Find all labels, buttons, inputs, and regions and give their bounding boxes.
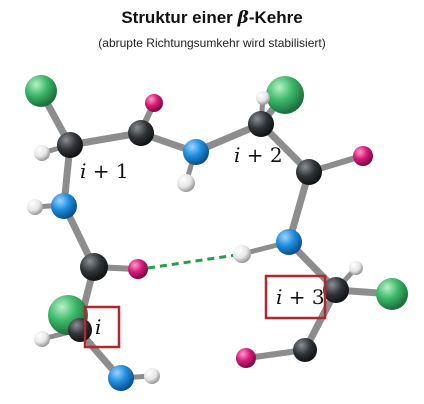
- title-beta: β: [237, 8, 249, 28]
- label-offset: + 2: [240, 143, 282, 167]
- carbon-atom: [296, 159, 322, 185]
- label-residue-i-plus-1: i + 1: [80, 159, 129, 183]
- carbon-atom: [128, 120, 154, 146]
- oxygen-atom: [353, 146, 373, 166]
- hydrogen-atom: [144, 368, 160, 384]
- hydrogen-atom: [256, 91, 270, 105]
- oxygen-atom: [128, 259, 148, 279]
- label-residue-i-plus-2: i + 2: [234, 143, 283, 167]
- diagram-subtitle: (abrupte Richtungsumkehr wird stabilisie…: [98, 36, 326, 50]
- label-var: i: [80, 159, 86, 183]
- hydrogen-atom: [349, 261, 363, 275]
- label-var: i: [276, 285, 282, 309]
- side-chain-atom: [266, 76, 304, 114]
- oxygen-atom: [236, 348, 256, 368]
- carbon-atom: [293, 338, 317, 362]
- carbon-atom: [57, 132, 83, 158]
- nitrogen-atom: [183, 139, 209, 165]
- hydrogen-atom: [34, 145, 50, 161]
- nitrogen-atom: [276, 229, 302, 255]
- carbon-atom: [80, 253, 108, 281]
- nitrogen-atom: [51, 193, 77, 219]
- label-offset: + 3: [282, 285, 324, 309]
- carbon-atom: [323, 277, 349, 303]
- label-var: i: [234, 143, 240, 167]
- hydrogen-atom: [27, 199, 43, 215]
- side-chain-atom: [25, 75, 57, 107]
- residue-box-i: [83, 305, 121, 349]
- atoms: [25, 75, 408, 391]
- title-suffix: -Kehre: [248, 8, 303, 27]
- carbon-atom: [68, 318, 92, 342]
- residue-box-i-plus-3: [264, 274, 327, 320]
- hydrogen-atom: [233, 245, 251, 263]
- label-residue-i-plus-3: i + 3: [276, 285, 325, 309]
- hydrogen-atom: [34, 331, 50, 347]
- carbon-atom: [248, 111, 274, 137]
- side-chain-atom: [376, 278, 408, 310]
- label-offset: + 1: [86, 159, 128, 183]
- label-residue-i: i: [95, 315, 101, 339]
- diagram-title: Struktur einer β-Kehre: [0, 8, 424, 28]
- title-prefix: Struktur einer: [121, 8, 238, 27]
- nitrogen-atom: [108, 365, 134, 391]
- hydrogen-atom: [177, 174, 195, 192]
- oxygen-atom: [145, 94, 163, 112]
- hydrogen-bond: [147, 253, 237, 270]
